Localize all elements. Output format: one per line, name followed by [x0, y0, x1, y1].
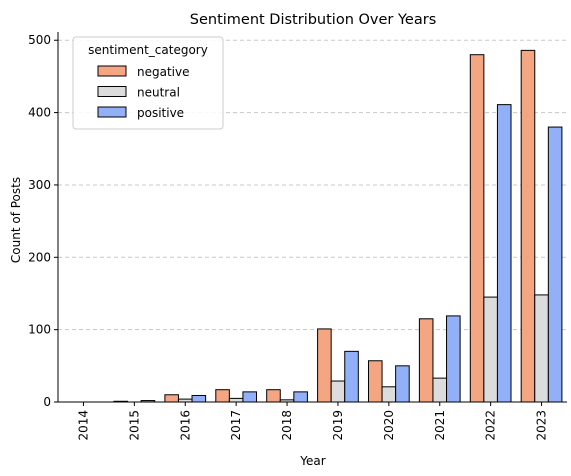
legend-swatch-positive [97, 106, 127, 118]
y-tick-label: 0 [43, 395, 51, 409]
bar-positive-2020 [395, 365, 410, 403]
bar-negative-2023 [520, 49, 536, 403]
bar-negative-2022 [469, 54, 485, 403]
chart-title: Sentiment Distribution Over Years [190, 12, 437, 28]
bar-neutral-2017 [228, 397, 244, 403]
x-tick-label: 2022 [484, 410, 498, 441]
legend-items: negative neutral positive [97, 65, 189, 120]
bar-positive-2016 [191, 394, 207, 403]
legend-frame [72, 36, 224, 130]
axes [57, 32, 567, 403]
bar-neutral-2019 [330, 380, 346, 403]
bar-negative-2021 [418, 318, 434, 403]
y-ticks: 0 100 200 300 400 500 [28, 33, 58, 409]
x-tick-label: 2018 [280, 410, 294, 441]
bar-positive-2021 [446, 315, 461, 403]
bar-negative-2020 [367, 360, 383, 403]
bar-positive-2019 [344, 350, 359, 403]
bar-positive-2018 [293, 391, 308, 403]
y-axis-label: Count of Posts [9, 177, 23, 263]
y-tick-label: 400 [28, 106, 51, 120]
bar-positive-2022 [496, 104, 512, 403]
x-axis-label: Year [299, 454, 325, 468]
x-tick-label: 2019 [331, 410, 345, 441]
x-tick-label: 2016 [178, 410, 192, 441]
legend-label-negative: negative [137, 65, 189, 79]
bar-neutral-2023 [534, 294, 549, 403]
legend-label-positive: positive [137, 106, 184, 120]
legend-label-neutral: neutral [137, 86, 180, 100]
bar-neutral-2021 [432, 377, 448, 403]
legend-title: sentiment_category [88, 43, 208, 57]
x-tick-label: 2020 [382, 410, 396, 441]
bar-neutral-2022 [483, 296, 498, 403]
y-tick-label: 100 [28, 323, 51, 337]
x-tick-label: 2023 [535, 410, 549, 441]
x-tick-label: 2017 [229, 410, 243, 441]
x-ticks: 2014 2015 2016 2017 2018 2019 2020 2021 2022 2023 [76, 402, 549, 441]
bar-negative-2018 [266, 389, 281, 403]
bar-negative-2019 [317, 328, 332, 403]
y-tick-label: 500 [28, 33, 51, 47]
legend-swatch-negative [97, 65, 127, 77]
legend: sentiment_category negative neutral positi… [72, 36, 224, 130]
y-tick-label: 300 [28, 178, 51, 192]
x-tick-label: 2014 [76, 410, 90, 441]
bar-negative-2017 [215, 389, 230, 403]
x-tick-label: 2021 [433, 410, 447, 441]
x-tick-label: 2015 [127, 410, 141, 441]
bars [113, 49, 563, 403]
legend-swatch-neutral [97, 86, 127, 97]
bar-positive-2017 [242, 391, 258, 403]
y-tick-label: 200 [28, 250, 51, 264]
bar-positive-2023 [547, 126, 563, 403]
bar-negative-2016 [164, 394, 179, 403]
bar-neutral-2020 [381, 386, 397, 403]
